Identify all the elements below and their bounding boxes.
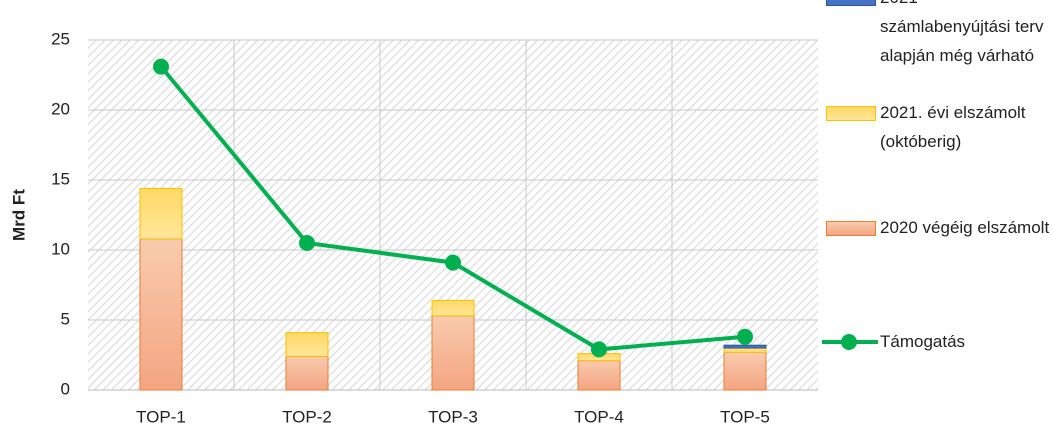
x-tick-label: TOP-1 [136, 407, 186, 426]
marker [445, 254, 461, 271]
x-tick-label: TOP-4 [574, 407, 624, 426]
bar-segment [723, 351, 767, 391]
legend-label: 2021. évi elszámolt (októberig) [880, 103, 1026, 151]
y-tick-label: 0 [61, 379, 70, 398]
bar-segment [139, 238, 183, 391]
legend-label: 2020 végéig elszámolt [880, 218, 1050, 237]
bar-segment [723, 344, 767, 349]
legend-swatch [826, 0, 876, 6]
y-tick-label: 5 [61, 309, 70, 328]
y-tick-label: 25 [51, 29, 70, 48]
x-tick-label: TOP-5 [720, 407, 770, 426]
legend-label: Támogatás [880, 332, 966, 351]
legend-item: Támogatás [822, 327, 1050, 356]
legend-label: 2021 számlabenyújtási terv alapján még v… [880, 0, 1044, 65]
legend-item: 2020 végéig elszámolt [822, 213, 1050, 242]
legend-swatch [826, 221, 876, 236]
legend-item: 2021. évi elszámolt (októberig) [822, 98, 1050, 156]
x-tick-label: TOP-2 [282, 407, 332, 426]
bar-segment [285, 332, 329, 357]
y-tick-label: 20 [51, 99, 70, 118]
y-axis-label: Mrd Ft [9, 189, 28, 241]
bar-segment [723, 347, 767, 353]
bar-segment [577, 360, 621, 391]
marker [737, 328, 753, 345]
legend-item: 2021 számlabenyújtási terv alapján még v… [822, 0, 1050, 70]
bar-segment [431, 299, 475, 317]
legend-swatch [826, 106, 876, 121]
marker [591, 341, 607, 358]
legend-marker [841, 334, 857, 350]
x-tick-label: TOP-3 [428, 407, 478, 426]
bar-segment [285, 355, 329, 391]
marker [153, 58, 169, 75]
bar-segment [139, 187, 183, 240]
bar-segment [431, 315, 475, 391]
y-tick-label: 15 [51, 169, 70, 188]
marker [299, 235, 315, 251]
y-tick-label: 10 [51, 239, 70, 258]
